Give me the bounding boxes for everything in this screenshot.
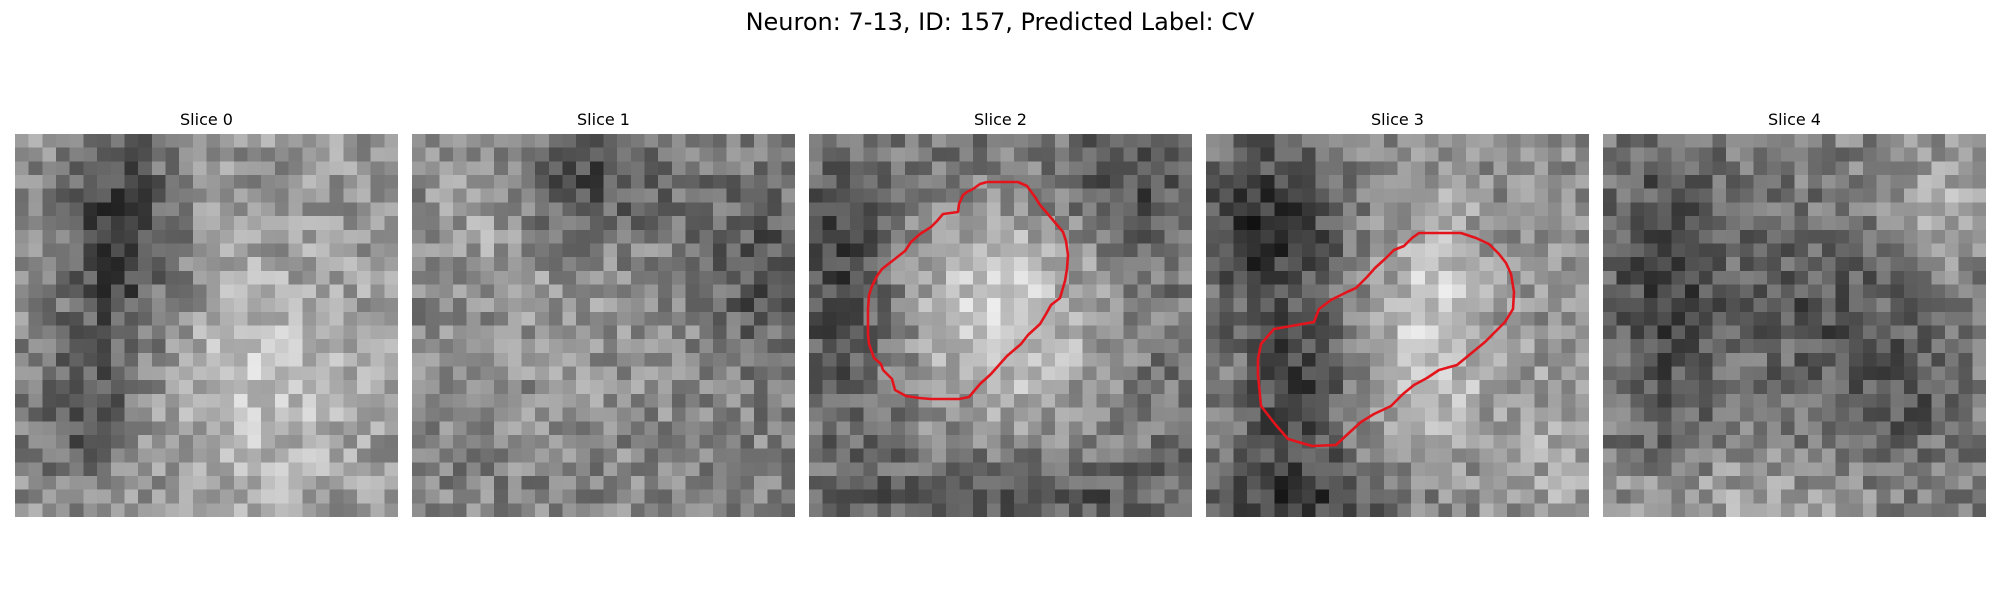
contour-line bbox=[1256, 231, 1516, 448]
grayscale-image bbox=[15, 134, 398, 517]
panel-title: Slice 4 bbox=[1768, 110, 1821, 129]
segmentation-contour bbox=[1256, 231, 1516, 448]
slice-image bbox=[412, 134, 795, 517]
panel-slice-2: Slice 2 bbox=[809, 108, 1192, 517]
segmentation-contour bbox=[866, 180, 1070, 401]
grayscale-image bbox=[412, 134, 795, 517]
slice-image bbox=[1206, 134, 1589, 517]
figure-title: Neuron: 7-13, ID: 157, Predicted Label: … bbox=[745, 8, 1255, 36]
panel-title: Slice 2 bbox=[974, 110, 1027, 129]
panel-title: Slice 0 bbox=[180, 110, 233, 129]
panel-slice-4: Slice 4 bbox=[1603, 108, 1986, 517]
slice-image bbox=[15, 134, 398, 517]
panel-title: Slice 1 bbox=[577, 110, 630, 129]
panel-slice-1: Slice 1 bbox=[412, 108, 795, 517]
contour-line bbox=[866, 180, 1070, 401]
grayscale-image bbox=[809, 134, 1192, 517]
slice-image bbox=[1603, 134, 1986, 517]
panel-title: Slice 3 bbox=[1371, 110, 1424, 129]
panel-slice-0: Slice 0 bbox=[15, 108, 398, 517]
grayscale-image bbox=[1603, 134, 1986, 517]
slice-image bbox=[809, 134, 1192, 517]
panel-slice-3: Slice 3 bbox=[1206, 108, 1589, 517]
grayscale-image bbox=[1206, 134, 1589, 517]
